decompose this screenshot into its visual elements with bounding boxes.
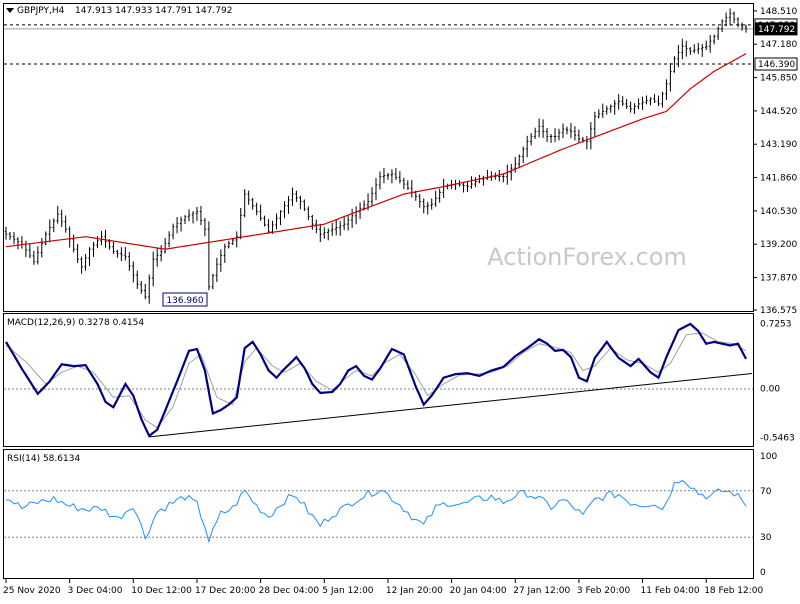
rsi-line xyxy=(5,479,747,544)
watermark: ActionForex.com xyxy=(487,243,687,271)
time-tick-label: 25 Nov 2020 xyxy=(3,586,61,596)
price-y-tick-label: 137.870 xyxy=(760,274,797,284)
moving-average-line xyxy=(5,53,747,250)
time-tick-label: 3 Feb 20:00 xyxy=(577,586,631,596)
rsi-level-lines xyxy=(4,490,753,538)
low-annotation: 136.960 xyxy=(162,292,208,307)
time-tick-label: 17 Dec 20:00 xyxy=(195,586,256,596)
macd-signal-line xyxy=(5,332,747,429)
rsi-y-tick-label: 70 xyxy=(760,487,772,497)
dropdown-triangle-icon[interactable] xyxy=(6,8,14,13)
rsi-panel-frame xyxy=(3,449,754,579)
current-price-tag-label: 147.792 xyxy=(758,25,795,35)
time-tick-label: 5 Jan 12:00 xyxy=(322,586,374,596)
price-y-axis: 148.510 147.180 145.850 144.520 143.190 141.8… xyxy=(753,7,797,316)
price-y-tick-label: 139.200 xyxy=(760,240,797,250)
macd-y-tick-label: 0.7253 xyxy=(760,319,792,329)
time-tick-label: 12 Jan 20:00 xyxy=(386,586,443,596)
macd-trendline xyxy=(149,372,753,438)
macd-y-tick-label: -0.5463 xyxy=(760,433,795,443)
price-y-tick-label: 136.575 xyxy=(760,306,797,316)
low-annotation-label: 136.960 xyxy=(166,296,203,306)
rsi-y-tick-label: 30 xyxy=(760,533,772,543)
current-price-tag xyxy=(754,22,798,36)
symbol-label: GBPJPY,H4 xyxy=(17,6,65,16)
price-y-tick-label: 144.520 xyxy=(760,107,797,117)
time-tick-label: 3 Dec 04:00 xyxy=(68,586,123,596)
time-tick-label: 11 Feb 04:00 xyxy=(641,586,700,596)
level-price-tag xyxy=(754,57,798,71)
ohlc-label: 147.913 147.933 147.791 147.792 xyxy=(75,6,232,16)
macd-label: MACD(12,26,9) 0.3278 0.4154 xyxy=(7,318,144,328)
rsi-y-axis: 100 70 30 0 xyxy=(760,452,777,578)
price-level-lines xyxy=(4,24,753,65)
price-y-tick-label: 140.530 xyxy=(760,207,797,217)
price-y-tick-label: 141.860 xyxy=(760,174,797,184)
price-y-tick-label: 147.180 xyxy=(760,40,797,50)
macd-panel-frame xyxy=(3,313,754,447)
rsi-y-tick-label: 0 xyxy=(760,568,766,578)
price-y-tick-label: 143.190 xyxy=(760,140,797,150)
price-panel-frame xyxy=(3,3,754,312)
rsi-y-tick-label: 100 xyxy=(760,452,777,462)
candles xyxy=(4,8,748,304)
time-tick-label: 20 Jan 04:00 xyxy=(450,586,507,596)
macd-line xyxy=(5,322,747,438)
time-tick-label: 10 Dec 12:00 xyxy=(131,586,192,596)
price-y-tick-label: 145.850 xyxy=(760,74,797,84)
time-tick-label: 28 Dec 04:00 xyxy=(259,586,320,596)
time-tick-label: 18 Feb 12:00 xyxy=(704,586,763,596)
macd-y-tick-label: 0.00 xyxy=(760,384,780,394)
macd-y-axis: 0.7253 0.00 -0.5463 xyxy=(760,319,795,443)
level-price-tag-label: 146.390 xyxy=(758,60,795,70)
time-axis: 25 Nov 2020 3 Dec 04:00 10 Dec 12:00 17 Dec… xyxy=(3,579,764,596)
rsi-label: RSI(14) 58.6134 xyxy=(7,454,80,464)
price-y-tick-label: 148.510 xyxy=(760,7,797,17)
time-tick-label: 27 Jan 12:00 xyxy=(513,586,570,596)
